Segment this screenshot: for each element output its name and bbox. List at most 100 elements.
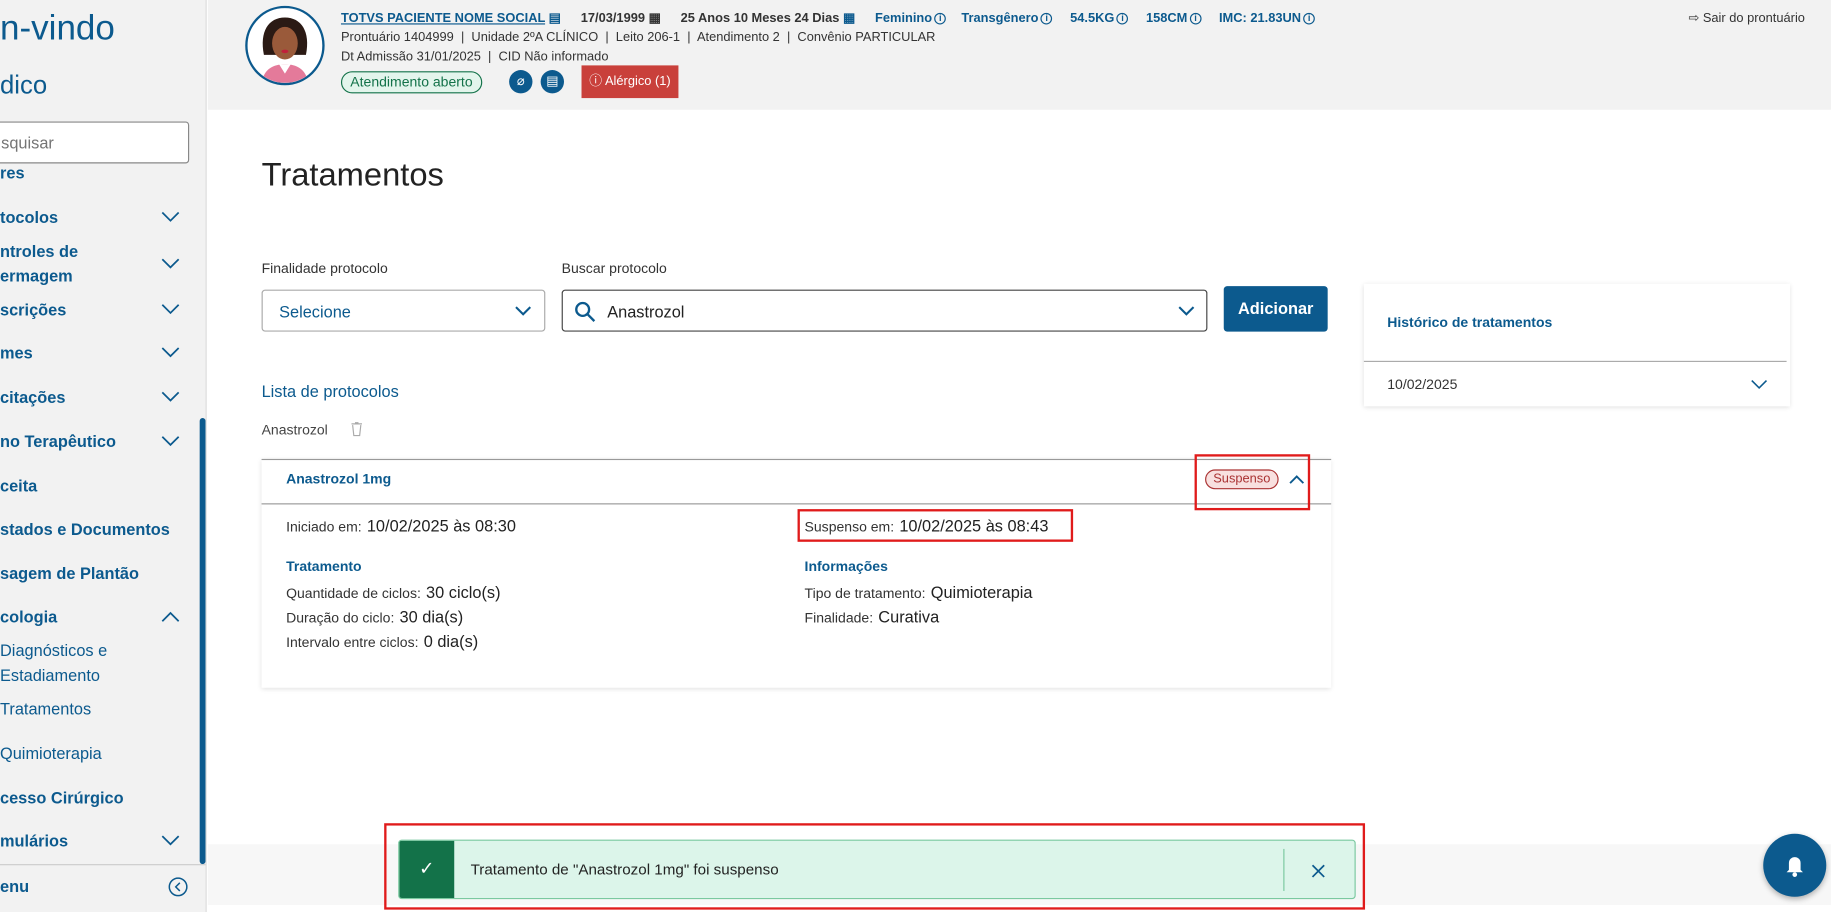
label: Suspenso em: (804, 518, 895, 535)
status-badge: Atendimento aberto (340, 71, 482, 94)
chevron-down-icon[interactable] (161, 436, 180, 448)
value: Curativa (878, 607, 940, 626)
patient-avatar (245, 5, 325, 86)
chevron-up-icon[interactable] (161, 611, 180, 623)
welcome-title: n-vindo (0, 9, 115, 48)
highlight-box (1194, 454, 1311, 511)
value: Quimioterapia (930, 582, 1033, 602)
label: Quantidade de ciclos: (286, 585, 421, 602)
sidebar-item-exames[interactable]: mes (0, 343, 33, 362)
treatment-card-header[interactable]: Anastrozol 1mg Suspenso (261, 460, 1332, 505)
label: Tipo de tratamento: (804, 585, 926, 602)
toast-notification: ✓ Tratamento de "Anastrozol 1mg" foi sus… (398, 839, 1356, 900)
exit-record-link[interactable]: ⇨ Sair do prontuário (1688, 12, 1804, 27)
sidebar-search-input[interactable] (0, 121, 190, 164)
label: ntroles de (0, 241, 79, 261)
close-icon[interactable] (1311, 864, 1325, 878)
copy-icon[interactable]: ▤ (545, 11, 561, 26)
sidebar-subitem-quimioterapia[interactable]: Quimioterapia (0, 743, 102, 763)
sidebar-item-protocolos[interactable]: tocolos (0, 207, 59, 227)
chevron-up-icon[interactable] (1289, 474, 1305, 485)
patient-name[interactable]: TOTVS PACIENTE NOME SOCIAL (340, 11, 546, 26)
info-icon[interactable]: i (934, 12, 947, 25)
chevron-down-icon (1751, 379, 1768, 390)
detail-row: Tipo de tratamento: Quimioterapia (805, 583, 1033, 604)
notifications-button[interactable] (1763, 833, 1827, 897)
detail-row: Finalidade: Curativa (805, 607, 940, 628)
label: Duração do ciclo: (286, 609, 395, 626)
allergy-button[interactable]: ⓘ Alérgico (1) (581, 65, 679, 99)
detail-row: Intervalo entre ciclos: 0 dia(s) (286, 632, 478, 653)
user-role: dico (0, 70, 48, 100)
history-card: Histórico de tratamentos 10/02/2025 (1363, 283, 1791, 407)
sidebar-subitem-tratamentos[interactable]: Tratamentos (0, 699, 92, 719)
collapse-menu-icon[interactable] (168, 877, 188, 897)
value: 10/02/2025 às 08:43 (899, 516, 1049, 535)
info-section-title: Informações (804, 558, 888, 575)
birth-date: 17/03/1999 (580, 11, 646, 26)
patient-gender: Transgênero (961, 11, 1039, 26)
chevron-down-icon[interactable] (161, 211, 180, 223)
attachment-icon[interactable]: ⌀ (509, 70, 533, 94)
sidebar-item-oncologia[interactable]: cologia (0, 607, 58, 626)
toast-message: Tratamento de "Anastrozol 1mg" foi suspe… (470, 860, 779, 879)
highlight-box (797, 509, 1074, 542)
finalidade-value: Selecione (279, 302, 351, 322)
history-title: Histórico de tratamentos (1387, 314, 1553, 331)
search-value: Anastrozol (607, 302, 685, 322)
highlight-box (384, 823, 1366, 910)
patient-info-line1: TOTVS PACIENTE NOME SOCIAL ▤ 17/03/1999 … (340, 11, 1316, 27)
history-row[interactable]: 10/02/2025 (1364, 362, 1790, 406)
sidebar-item-prescricoes[interactable]: scrições (0, 300, 67, 319)
history-date: 10/02/2025 (1387, 375, 1458, 393)
check-icon: ✓ (399, 840, 455, 898)
sidebar-item-formularios[interactable]: mulários (0, 831, 69, 851)
sidebar: n-vindo dico res tocolos ntroles de ermag… (0, 0, 207, 912)
label: ermagem (0, 266, 73, 285)
chevron-down-icon (1178, 306, 1195, 316)
chevron-down-icon[interactable] (161, 391, 180, 403)
finalidade-label: Finalidade protocolo (261, 260, 388, 277)
add-button[interactable]: Adicionar (1223, 286, 1328, 332)
chevron-down-icon[interactable] (161, 835, 180, 847)
treatment-card: Anastrozol 1mg Suspenso Iniciado em: 10/… (261, 458, 1332, 688)
info-icon[interactable]: i (1189, 12, 1202, 25)
patient-height: 158CM (1145, 11, 1188, 26)
divider (0, 864, 206, 866)
chevron-down-icon[interactable] (161, 304, 180, 316)
patient-header: TOTVS PACIENTE NOME SOCIAL ▤ 17/03/1999 … (207, 0, 1831, 110)
sidebar-item[interactable]: res (0, 163, 25, 183)
finalidade-select[interactable]: Selecione (261, 289, 546, 332)
sidebar-item-receita[interactable]: ceita (0, 476, 38, 496)
trash-icon[interactable] (350, 422, 363, 437)
sidebar-item-controles[interactable]: ntroles de ermagem (0, 239, 78, 288)
sidebar-item-plano-terapeutico[interactable]: no Terapêutico (0, 432, 116, 451)
sidebar-item-solicitacoes[interactable]: citações (0, 387, 66, 407)
sidebar-scrollbar[interactable] (199, 418, 206, 865)
label: Estadiamento (0, 665, 100, 685)
exit-label: Sair do prontuário (1702, 11, 1805, 26)
suspended-row: Suspenso em: 10/02/2025 às 08:43 (805, 516, 1049, 537)
info-icon[interactable]: i (1040, 12, 1053, 25)
document-icon[interactable]: ▤ (540, 70, 564, 94)
menu-label[interactable]: enu (0, 876, 30, 896)
detail-row: Quantidade de ciclos: 30 ciclo(s) (286, 583, 500, 604)
patient-weight: 54.5KG (1070, 11, 1115, 26)
sidebar-item-processo-cirurgico[interactable]: cesso Cirúrgico (0, 788, 124, 807)
sidebar-item-passagem-plantao[interactable]: sagem de Plantão (0, 563, 140, 583)
protocol-search-input[interactable]: Anastrozol (561, 289, 1208, 332)
sidebar-subitem-diagnosticos[interactable]: Diagnósticos e Estadiamento (0, 639, 107, 688)
info-icon[interactable]: i (1303, 12, 1316, 25)
info-icon[interactable]: i (1116, 12, 1129, 25)
detail-row: Duração do ciclo: 30 dia(s) (286, 607, 463, 628)
protocol-list-title: Lista de protocolos (261, 381, 399, 401)
sidebar-item-atestados[interactable]: stados e Documentos (0, 519, 170, 539)
protocol-name: Anastrozol (261, 421, 328, 438)
chevron-down-icon[interactable] (161, 258, 180, 270)
divider (1283, 848, 1285, 891)
chevron-down-icon[interactable] (161, 347, 180, 359)
patient-info-line3: Dt Admissão 31/01/2025 | CID Não informa… (340, 50, 609, 65)
alert-icon: ⓘ (589, 74, 605, 89)
treatment-title: Anastrozol 1mg (286, 470, 392, 487)
label: Diagnósticos e (0, 641, 108, 660)
